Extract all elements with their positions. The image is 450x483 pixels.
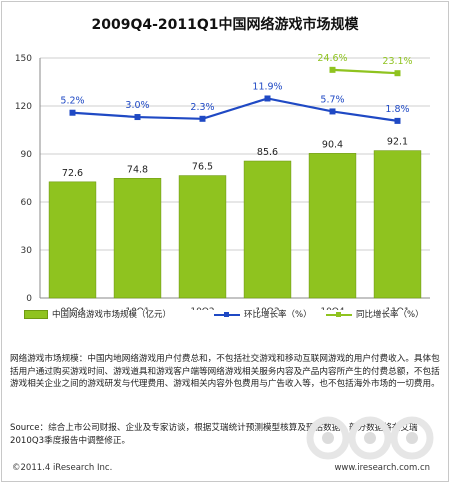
legend-swatch-bar xyxy=(24,310,48,319)
copyright-text: ©2011.4 iResearch Inc. xyxy=(12,463,113,473)
line-point-marker xyxy=(69,109,76,116)
line-point-marker xyxy=(199,115,206,122)
legend-label: 中国网络游戏市场规模（亿元） xyxy=(52,310,172,320)
line-point-label: 3.0% xyxy=(125,100,149,111)
line-point-label: 2.3% xyxy=(190,102,214,113)
legend-label: 环比增长率（%） xyxy=(244,310,312,320)
chart-legend: 中国网络游戏市场规模（亿元） 环比增长率（%） 同比增长率（%） xyxy=(14,308,444,322)
line-point-label: 23.1% xyxy=(382,56,412,67)
line-point-label: 1.8% xyxy=(385,104,409,115)
iresearch-watermark-logo xyxy=(306,416,434,460)
x-tick-label: 10Q3 xyxy=(255,307,279,310)
series-line xyxy=(72,97,398,122)
x-tick-label: 11Q1 xyxy=(385,307,409,310)
description-text: 网络游戏市场规模：中国内地网络游戏用户付费总和，不包括社交游戏和移动互联网游戏的… xyxy=(10,354,440,389)
y-tick-label: 60 xyxy=(21,198,33,208)
bar xyxy=(48,181,97,299)
x-tick-label: 10Q4 xyxy=(320,307,345,310)
bar xyxy=(113,178,162,299)
line-point-label: 5.2% xyxy=(60,96,84,107)
line-point-label: 5.7% xyxy=(320,94,344,105)
chart-title: 2009Q4-2011Q1中国网络游戏市场规模 xyxy=(91,17,359,33)
x-tick-label: 09Q4 xyxy=(60,307,85,310)
legend-item-qoq: 环比增长率（%） xyxy=(214,308,312,320)
x-tick-label: 10Q1 xyxy=(125,307,149,310)
bar-value-label: 90.4 xyxy=(322,139,343,150)
bar-layer xyxy=(48,150,422,299)
bar xyxy=(373,150,422,299)
legend-swatch-green-line xyxy=(326,311,352,319)
legend-item-yoy: 同比增长率（%） xyxy=(326,308,424,320)
legend-item-market-size: 中国网络游戏市场规模（亿元） xyxy=(24,308,171,320)
line-point-marker xyxy=(329,66,336,73)
line-point-marker xyxy=(394,117,401,124)
y-tick-label: 90 xyxy=(21,150,33,160)
grid-layer xyxy=(40,57,430,299)
source-text: Source：综合上市公司财报、企业及专家访谈，根据艾瑞统计预测模型核算及预估数… xyxy=(10,423,418,446)
bar-value-label: 74.8 xyxy=(127,164,148,175)
line-point-marker xyxy=(134,114,141,121)
y-tick-label: 150 xyxy=(15,54,32,64)
axis-layer: 0 30 60 90 120 150 09Q4 10Q1 10Q2 10Q3 10Q4 11Q1 xyxy=(15,54,410,310)
bar-value-label: 76.5 xyxy=(192,162,213,173)
bar-value-label: 92.1 xyxy=(387,137,408,148)
series-line xyxy=(332,68,398,75)
line-point-marker xyxy=(394,70,401,77)
website-text: www.iresearch.com.cn xyxy=(334,463,430,473)
line-point-marker xyxy=(264,95,271,102)
y-tick-label: 120 xyxy=(15,102,32,112)
legend-swatch-blue-line xyxy=(214,311,240,319)
legend-label: 同比增长率（%） xyxy=(356,310,424,320)
line-point-label: 11.9% xyxy=(252,81,282,92)
chart-svg: 72.6 74.8 76.5 85.6 90.4 92.1 5.2% 3.0% 2.3% 11.9… xyxy=(15,53,430,310)
line-point-label: 24.6% xyxy=(317,53,347,64)
bar xyxy=(178,175,227,299)
line-layer xyxy=(69,66,401,124)
bar-value-label: 72.6 xyxy=(62,168,83,179)
bar xyxy=(308,153,357,299)
line-point-marker xyxy=(329,108,336,115)
bar xyxy=(243,160,292,299)
y-tick-label: 30 xyxy=(21,246,33,256)
y-tick-label: 0 xyxy=(26,294,32,304)
bar-value-label: 85.6 xyxy=(257,147,278,158)
label-layer: 72.6 74.8 76.5 85.6 90.4 92.1 5.2% 3.0% 2.3% 11.9… xyxy=(60,53,412,179)
x-tick-label: 10Q2 xyxy=(190,307,214,310)
